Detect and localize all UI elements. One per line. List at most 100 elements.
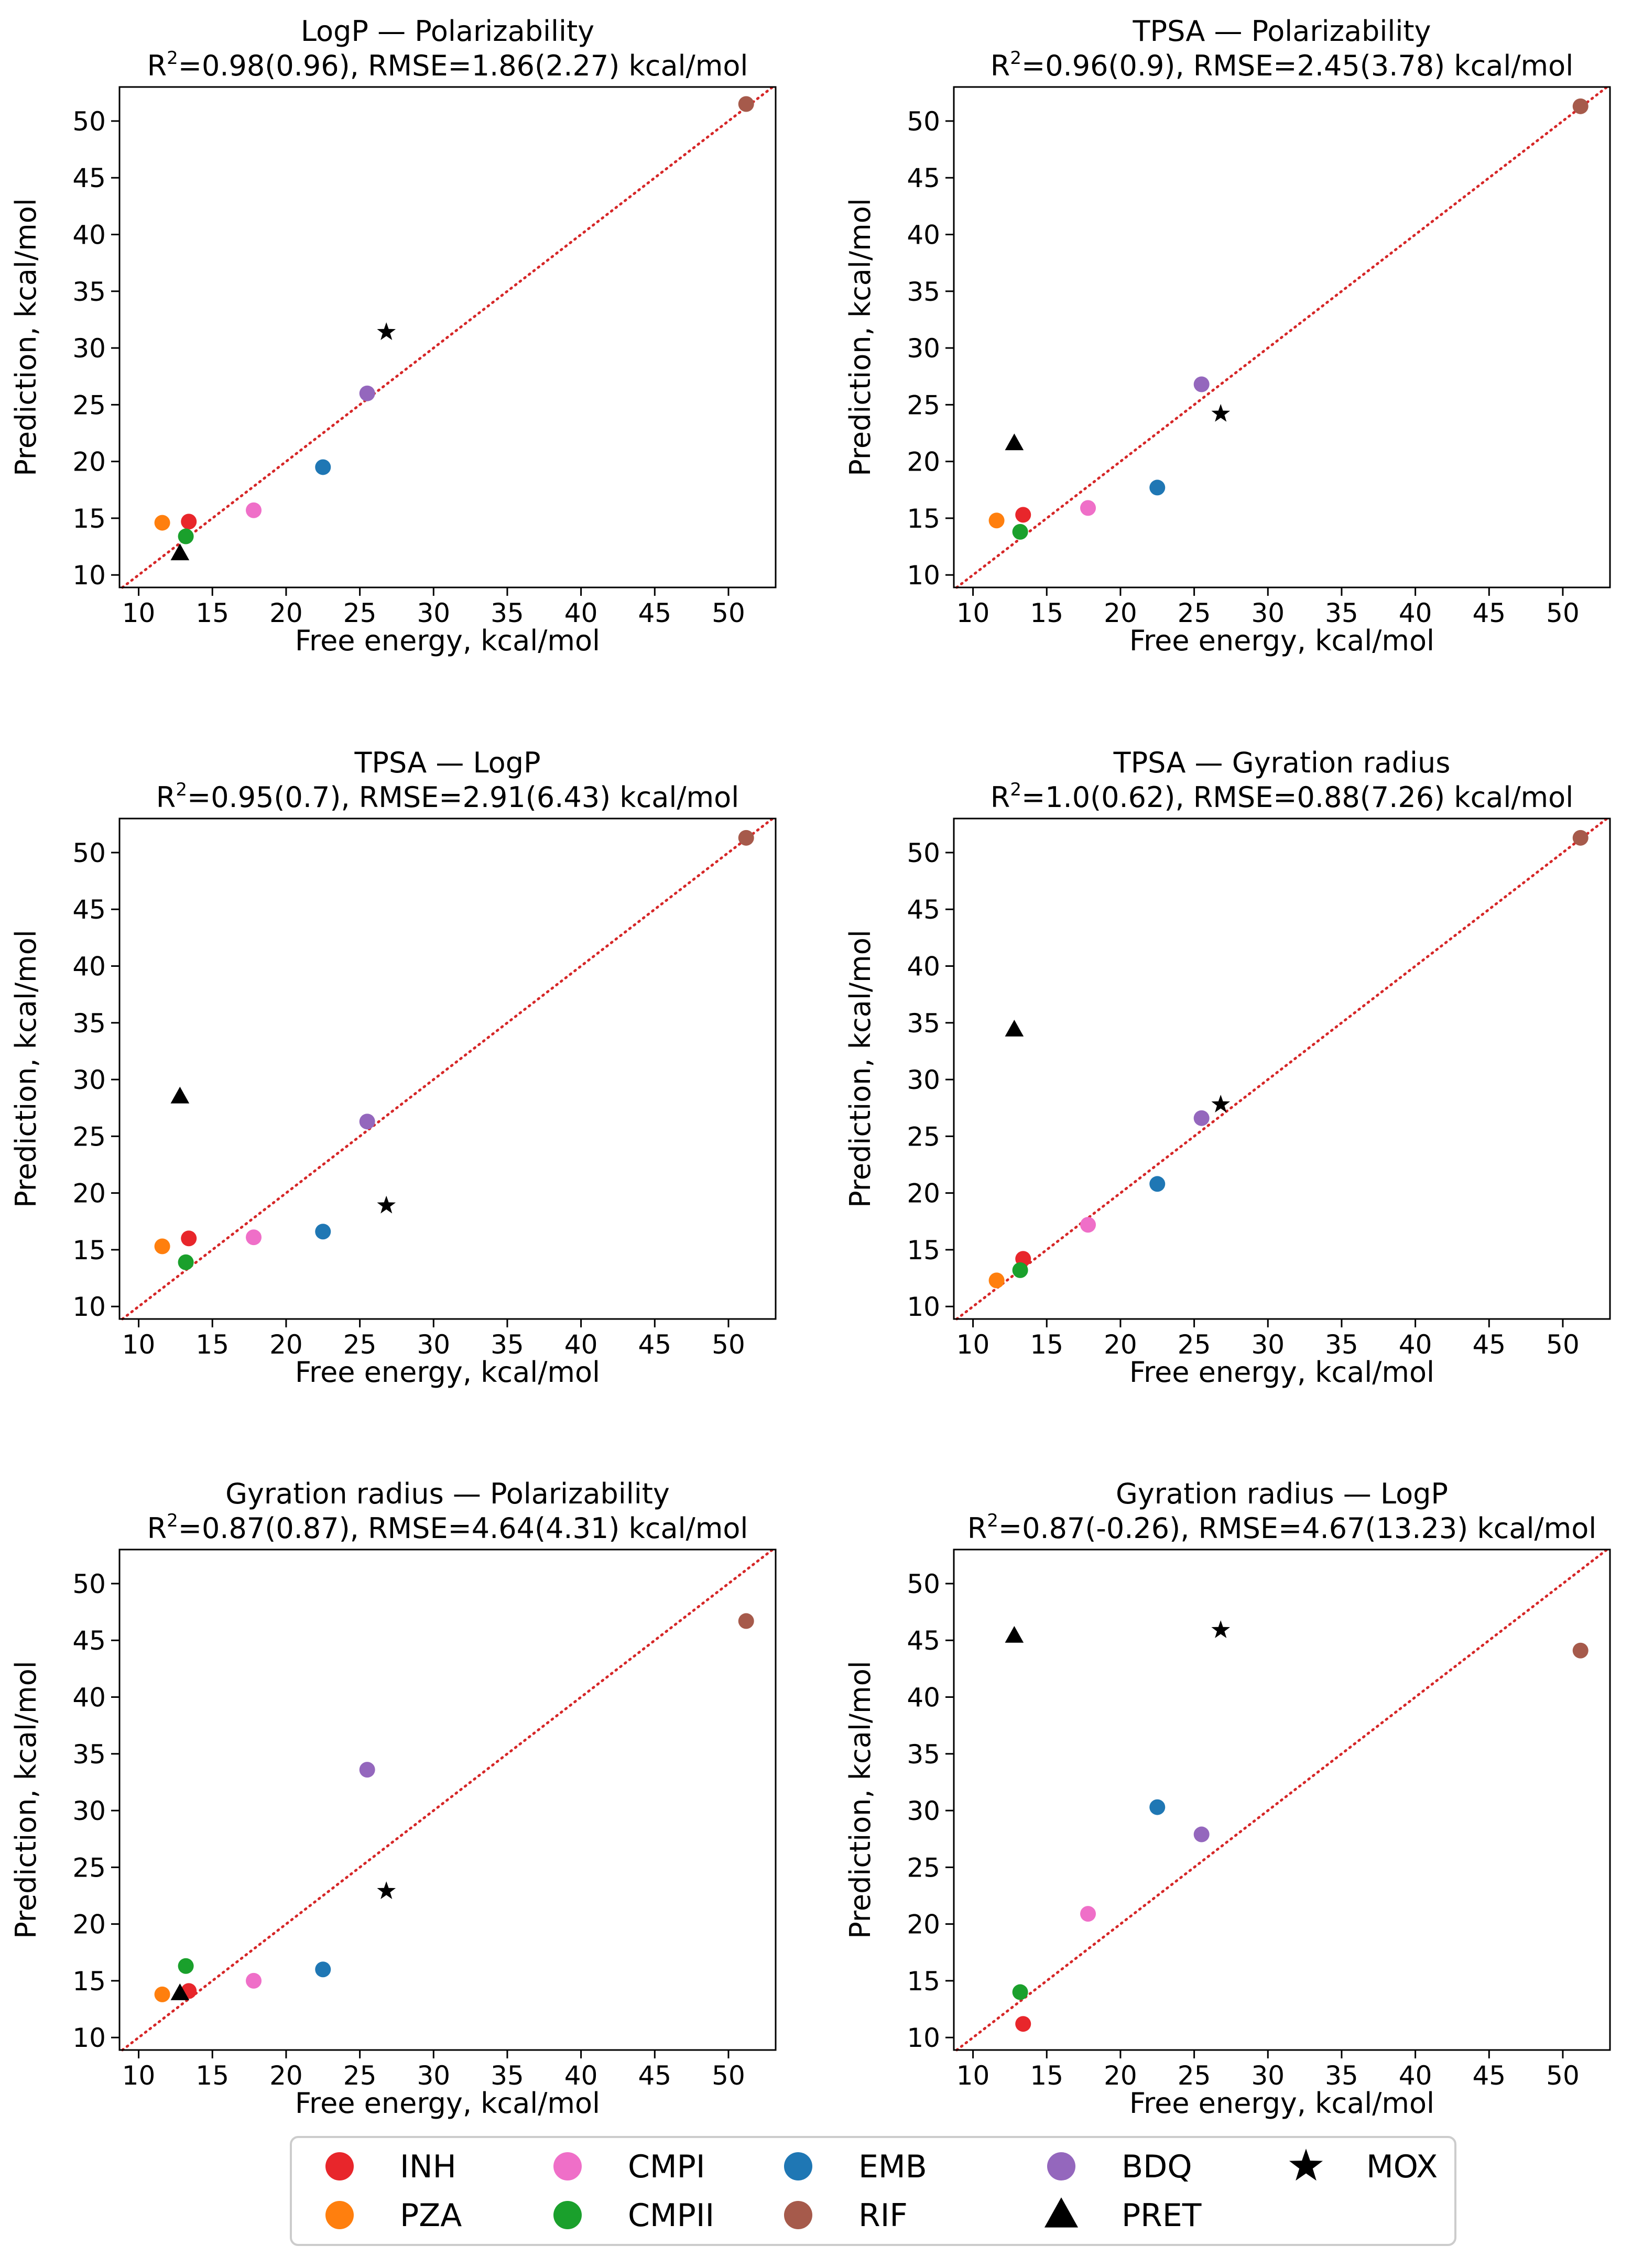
data-point-bdq xyxy=(1193,376,1210,392)
y-tick-label: 50 xyxy=(72,1569,106,1599)
chart-title: TPSA — Gyration radius xyxy=(1113,746,1451,779)
legend-label: CMPI xyxy=(628,2149,705,2185)
legend-entry-cmpi: CMPI xyxy=(553,2149,705,2185)
y-tick-label: 10 xyxy=(907,1292,940,1322)
y-tick-label: 40 xyxy=(72,1683,106,1713)
y-tick-label: 15 xyxy=(72,504,106,534)
x-tick-label: 30 xyxy=(417,2060,450,2091)
legend-marker-rif xyxy=(784,2201,812,2229)
x-tick-label: 45 xyxy=(638,1329,671,1360)
data-point-mox xyxy=(1211,404,1231,422)
data-point-cmpi xyxy=(1080,1217,1096,1233)
x-axis-label: Free energy, kcal/mol xyxy=(295,1356,600,1389)
y-tick-label: 25 xyxy=(72,390,106,420)
x-tick-label: 10 xyxy=(956,2060,990,2091)
y-tick-label: 50 xyxy=(907,838,940,868)
y-tick-label: 30 xyxy=(72,1796,106,1826)
plot-frame xyxy=(118,817,777,1320)
chart-title: Gyration radius — LogP xyxy=(1116,1477,1448,1510)
legend-marker-emb xyxy=(784,2152,812,2180)
x-tick-label: 30 xyxy=(417,598,450,628)
data-point-pza xyxy=(988,1272,1005,1289)
chart-subtitle: R2=0.87(-0.26), RMSE=4.67(13.23) kcal/mo… xyxy=(967,1510,1597,1545)
data-point-inh xyxy=(1015,2016,1031,2032)
data-point-inh xyxy=(1015,507,1031,523)
x-axis-label: Free energy, kcal/mol xyxy=(295,624,600,657)
chart-subtitle: R2=1.0(0.62), RMSE=0.88(7.26) kcal/mol xyxy=(991,779,1573,814)
y-tick-label: 30 xyxy=(72,333,106,364)
x-tick-label: 10 xyxy=(122,2060,156,2091)
y-tick-label: 35 xyxy=(72,1008,106,1039)
data-point-pza xyxy=(154,515,170,531)
data-point-emb xyxy=(315,1961,331,1978)
legend-label: INH xyxy=(400,2149,456,2185)
x-tick-label: 40 xyxy=(564,2060,598,2091)
y-tick-label: 30 xyxy=(907,333,940,364)
legend-entry-pret: PRET xyxy=(1044,2197,1202,2234)
x-tick-label: 25 xyxy=(343,2060,377,2091)
chart-title: Gyration radius — Polarizability xyxy=(225,1477,670,1510)
legend-label: BDQ xyxy=(1122,2149,1192,2185)
plot-frame xyxy=(118,1549,777,2051)
data-point-pret xyxy=(1005,1626,1024,1643)
x-axis-label: Free energy, kcal/mol xyxy=(295,2087,600,2120)
data-point-mox xyxy=(1211,1620,1231,1638)
identity-line xyxy=(121,817,774,1321)
identity-line xyxy=(955,817,1608,1321)
data-point-cmpi xyxy=(246,1972,262,1989)
data-point-cmpii xyxy=(178,1254,194,1270)
data-point-rif xyxy=(738,96,754,112)
x-tick-label: 50 xyxy=(712,598,745,628)
x-tick-label: 20 xyxy=(1104,1329,1137,1360)
legend-label: PZA xyxy=(400,2197,462,2234)
chart-subtitle: R2=0.98(0.96), RMSE=1.86(2.27) kcal/mol xyxy=(147,48,748,82)
y-tick-label: 20 xyxy=(72,1179,106,1209)
identity-line xyxy=(955,1548,1608,2052)
y-tick-label: 45 xyxy=(907,1626,940,1656)
x-tick-label: 40 xyxy=(564,1329,598,1360)
data-point-mox xyxy=(377,322,396,340)
legend-marker-inh xyxy=(325,2152,354,2180)
x-tick-label: 15 xyxy=(1030,2060,1063,2091)
identity-line xyxy=(955,85,1608,589)
x-tick-label: 45 xyxy=(1472,2060,1506,2091)
data-point-pza xyxy=(154,1986,170,2002)
x-tick-label: 50 xyxy=(712,2060,745,2091)
data-point-cmpii xyxy=(1012,1262,1028,1278)
y-tick-label: 30 xyxy=(907,1796,940,1826)
legend-entry-rif: RIF xyxy=(784,2197,908,2234)
y-tick-label: 50 xyxy=(72,838,106,868)
y-tick-label: 35 xyxy=(907,277,940,307)
x-tick-label: 40 xyxy=(1399,1329,1432,1360)
legend-label: RIF xyxy=(858,2197,908,2234)
x-tick-label: 35 xyxy=(491,2060,524,2091)
data-point-rif xyxy=(1572,1642,1589,1659)
x-tick-label: 20 xyxy=(269,2060,303,2091)
y-tick-label: 35 xyxy=(907,1739,940,1770)
y-tick-label: 35 xyxy=(72,1739,106,1770)
x-tick-label: 25 xyxy=(1178,1329,1211,1360)
x-tick-label: 50 xyxy=(1546,598,1580,628)
y-tick-label: 20 xyxy=(907,1910,940,1940)
x-tick-label: 30 xyxy=(1251,598,1285,628)
x-tick-label: 20 xyxy=(1104,2060,1137,2091)
x-tick-label: 15 xyxy=(1030,1329,1063,1360)
y-tick-label: 40 xyxy=(907,1683,940,1713)
y-tick-label: 35 xyxy=(907,1008,940,1039)
y-tick-label: 40 xyxy=(72,220,106,250)
x-axis-label: Free energy, kcal/mol xyxy=(1129,2087,1434,2120)
data-point-emb xyxy=(1149,1176,1166,1192)
data-point-mox xyxy=(377,1195,396,1214)
x-tick-label: 50 xyxy=(712,1329,745,1360)
data-point-cmpi xyxy=(1080,1906,1096,1922)
x-tick-label: 45 xyxy=(1472,598,1506,628)
x-tick-label: 25 xyxy=(343,1329,377,1360)
x-tick-label: 35 xyxy=(491,598,524,628)
data-point-bdq xyxy=(359,1114,375,1130)
y-tick-label: 45 xyxy=(907,895,940,925)
y-tick-label: 45 xyxy=(72,1626,106,1656)
y-axis-label: Prediction, kcal/mol xyxy=(9,1661,42,1938)
y-tick-label: 30 xyxy=(72,1065,106,1095)
